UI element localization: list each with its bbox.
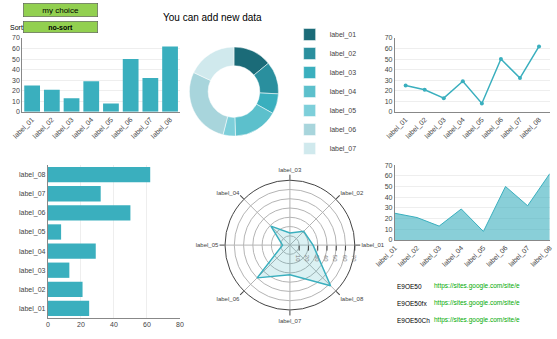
svg-text:label_01: label_01 [12, 116, 36, 140]
svg-text:50: 50 [385, 183, 393, 190]
svg-text:You can add new data: You can add new data [163, 12, 262, 23]
svg-text:30: 30 [385, 204, 393, 211]
svg-text:label_04: label_04 [330, 88, 357, 96]
svg-text:60: 60 [12, 45, 20, 52]
svg-text:40: 40 [12, 66, 20, 73]
svg-text:label_04: label_04 [71, 116, 95, 140]
svg-text:label_02: label_02 [19, 286, 46, 294]
svg-text:label_05: label_05 [463, 244, 487, 268]
svg-text:70: 70 [12, 34, 20, 41]
svg-text:60: 60 [385, 172, 393, 179]
svg-text:40: 40 [110, 321, 118, 328]
svg-text:label_07: label_07 [279, 318, 302, 324]
svg-text:50: 50 [12, 56, 20, 63]
svg-text:label_02: label_02 [330, 50, 357, 58]
svg-text:no-sort: no-sort [48, 24, 73, 31]
svg-text:https://sites.google.com/site/: https://sites.google.com/site/e [434, 282, 520, 290]
svg-text:label_08: label_08 [150, 116, 174, 140]
svg-text:60: 60 [143, 321, 151, 328]
svg-text:60: 60 [342, 255, 348, 262]
svg-text:40: 40 [323, 255, 329, 262]
svg-text:label_07: label_07 [507, 244, 531, 268]
svg-text:70: 70 [385, 34, 393, 41]
svg-text:60: 60 [385, 45, 393, 52]
svg-text:20: 20 [77, 321, 85, 328]
svg-text:50: 50 [332, 255, 338, 262]
svg-text:30: 30 [12, 77, 20, 84]
svg-text:https://sites.google.com/site/: https://sites.google.com/site/e [434, 316, 520, 324]
svg-text:label_02: label_02 [397, 244, 421, 268]
svg-text:0: 0 [16, 108, 20, 115]
svg-text:label_06: label_06 [480, 116, 504, 140]
svg-text:label_07: label_07 [19, 190, 46, 198]
svg-text:label_04: label_04 [19, 248, 46, 256]
svg-text:80: 80 [176, 321, 184, 328]
svg-text:E9OE50Ch: E9OE50Ch [397, 317, 430, 324]
svg-text:label_08: label_08 [529, 244, 553, 268]
svg-text:30: 30 [385, 77, 393, 84]
svg-text:0: 0 [389, 236, 393, 243]
svg-text:10: 10 [295, 255, 301, 262]
svg-text:label_04: label_04 [217, 190, 240, 196]
svg-text:label_06: label_06 [217, 296, 240, 302]
svg-text:label_05: label_05 [196, 242, 219, 248]
svg-text:20: 20 [304, 255, 310, 262]
svg-text:40: 40 [385, 194, 393, 201]
svg-text:label_01: label_01 [362, 242, 385, 248]
svg-text:label_08: label_08 [341, 296, 364, 302]
svg-text:label_01: label_01 [19, 305, 46, 313]
svg-text:label_06: label_06 [330, 126, 357, 134]
svg-text:10: 10 [385, 226, 393, 233]
svg-text:30: 30 [314, 255, 320, 262]
svg-text:label_06: label_06 [19, 209, 46, 217]
svg-text:label_03: label_03 [51, 116, 75, 140]
svg-text:label_03: label_03 [423, 116, 447, 140]
svg-text:label_05: label_05 [461, 116, 485, 140]
svg-text:label_05: label_05 [330, 107, 357, 115]
svg-text:20: 20 [12, 87, 20, 94]
svg-text:label_08: label_08 [19, 171, 46, 179]
svg-text:label_07: label_07 [130, 116, 154, 140]
svg-text:20: 20 [385, 215, 393, 222]
svg-text:20: 20 [385, 87, 393, 94]
svg-text:label_03: label_03 [279, 167, 302, 173]
svg-text:label_04: label_04 [441, 244, 465, 268]
svg-text:10: 10 [12, 98, 20, 105]
svg-text:https://sites.google.com/site/: https://sites.google.com/site/e [434, 299, 520, 307]
svg-text:label_03: label_03 [330, 69, 357, 77]
svg-text:40: 40 [385, 66, 393, 73]
svg-text:label_02: label_02 [404, 116, 428, 140]
svg-text:Sort:: Sort: [10, 24, 25, 31]
svg-text:70: 70 [351, 255, 357, 262]
svg-text:label_05: label_05 [19, 228, 46, 236]
svg-text:label_02: label_02 [31, 116, 55, 140]
svg-text:label_05: label_05 [90, 116, 114, 140]
svg-text:E9OE50: E9OE50 [397, 283, 422, 290]
svg-text:label_03: label_03 [419, 244, 443, 268]
svg-text:label_04: label_04 [442, 116, 466, 140]
svg-text:E9OE50fx: E9OE50fx [397, 300, 427, 307]
svg-text:label_08: label_08 [519, 116, 543, 140]
svg-text:label_06: label_06 [485, 244, 509, 268]
svg-text:label_06: label_06 [110, 116, 134, 140]
svg-text:label_07: label_07 [499, 116, 523, 140]
svg-text:label_01: label_01 [330, 31, 357, 39]
svg-text:my choice: my choice [42, 6, 79, 15]
svg-text:70: 70 [385, 162, 393, 169]
svg-text:0: 0 [389, 108, 393, 115]
svg-text:label_01: label_01 [374, 244, 398, 268]
svg-text:50: 50 [385, 56, 393, 63]
svg-text:label_07: label_07 [330, 145, 357, 153]
svg-text:0: 0 [46, 321, 50, 328]
svg-text:label_02: label_02 [341, 190, 364, 196]
svg-text:label_01: label_01 [385, 116, 409, 140]
svg-text:label_03: label_03 [19, 267, 46, 275]
svg-text:10: 10 [385, 98, 393, 105]
